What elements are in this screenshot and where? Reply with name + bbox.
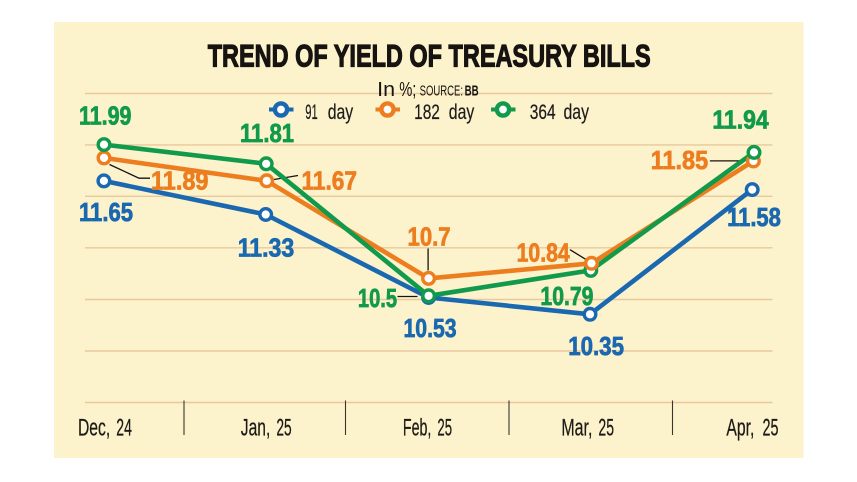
svg-text:10.5: 10.5	[358, 283, 397, 313]
svg-text:day: day	[328, 100, 354, 124]
svg-text:day: day	[449, 100, 475, 124]
svg-text:11.85: 11.85	[651, 145, 709, 175]
svg-text:11.65: 11.65	[79, 197, 133, 227]
svg-text:182: 182	[414, 100, 440, 124]
svg-text:10.53: 10.53	[404, 313, 457, 343]
svg-text:11.33: 11.33	[238, 233, 295, 263]
svg-text:25: 25	[437, 415, 452, 442]
svg-text:Jan,: Jan,	[241, 415, 270, 442]
svg-text:10.35: 10.35	[568, 331, 624, 361]
svg-text:BB: BB	[465, 83, 479, 100]
svg-text:11.99: 11.99	[79, 101, 132, 131]
svg-text:TREND OF YIELD OF TREASURY BIL: TREND OF YIELD OF TREASURY BILLS	[208, 38, 651, 74]
svg-text:10.84: 10.84	[517, 238, 571, 268]
svg-text:Feb,: Feb,	[403, 415, 432, 442]
svg-text:Mar,: Mar,	[561, 415, 592, 442]
svg-text:11.94: 11.94	[712, 105, 769, 135]
svg-text:%;: %;	[399, 79, 416, 101]
svg-text:11.58: 11.58	[727, 202, 781, 232]
svg-text:25: 25	[598, 415, 614, 442]
svg-text:Dec,: Dec,	[78, 415, 110, 442]
svg-text:91: 91	[305, 100, 318, 124]
svg-text:25: 25	[276, 415, 291, 442]
svg-text:day: day	[564, 100, 590, 124]
svg-text:364: 364	[530, 100, 556, 124]
svg-text:11.89: 11.89	[151, 166, 209, 196]
svg-text:In: In	[377, 79, 395, 101]
svg-text:10.79: 10.79	[540, 281, 593, 311]
svg-text:11.67: 11.67	[302, 166, 358, 196]
svg-text:Apr,: Apr,	[726, 415, 754, 442]
svg-text:11.81: 11.81	[240, 118, 294, 148]
svg-text:10.7: 10.7	[408, 222, 451, 252]
svg-text:SOURCE:: SOURCE:	[420, 83, 463, 100]
svg-text:24: 24	[116, 415, 132, 442]
svg-text:25: 25	[763, 415, 779, 442]
